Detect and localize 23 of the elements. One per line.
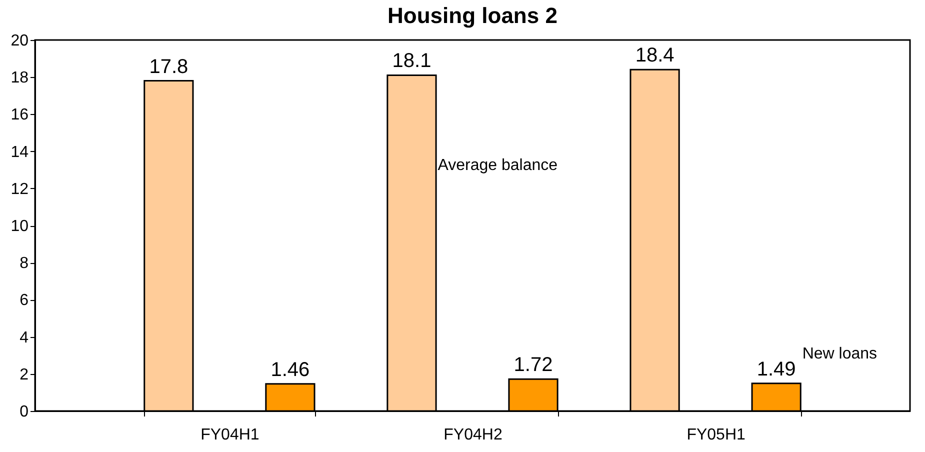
x-tick-label: FY05H1: [686, 426, 746, 444]
y-tick-label: 8: [20, 255, 29, 272]
y-tick-label: 6: [20, 292, 29, 310]
y-tick-label: 4: [20, 329, 29, 346]
data-label: 18.4: [635, 44, 674, 67]
chart-title: Housing loans 2: [388, 3, 558, 28]
data-label: 1.72: [514, 354, 553, 376]
data-label: 17.8: [149, 56, 188, 78]
y-tick-label: 0: [20, 404, 29, 420]
data-label: 1.49: [756, 358, 796, 380]
y-tick-label: 14: [10, 144, 29, 161]
y-tick-label: 16: [10, 106, 29, 124]
y-tick-label: 10: [10, 218, 29, 235]
data-label: 1.46: [270, 358, 310, 381]
series-label: New loans: [802, 345, 878, 362]
y-tick-label: 12: [10, 180, 29, 198]
y-tick-label: 20: [10, 32, 29, 50]
x-tick-label: FY04H1: [200, 426, 260, 444]
y-tick-label: 2: [20, 366, 29, 384]
y-tick-label: 18: [10, 70, 29, 87]
data-label: 18.1: [392, 50, 432, 72]
x-tick-label: FY04H2: [444, 426, 502, 444]
series-label: Average balance: [438, 157, 558, 174]
